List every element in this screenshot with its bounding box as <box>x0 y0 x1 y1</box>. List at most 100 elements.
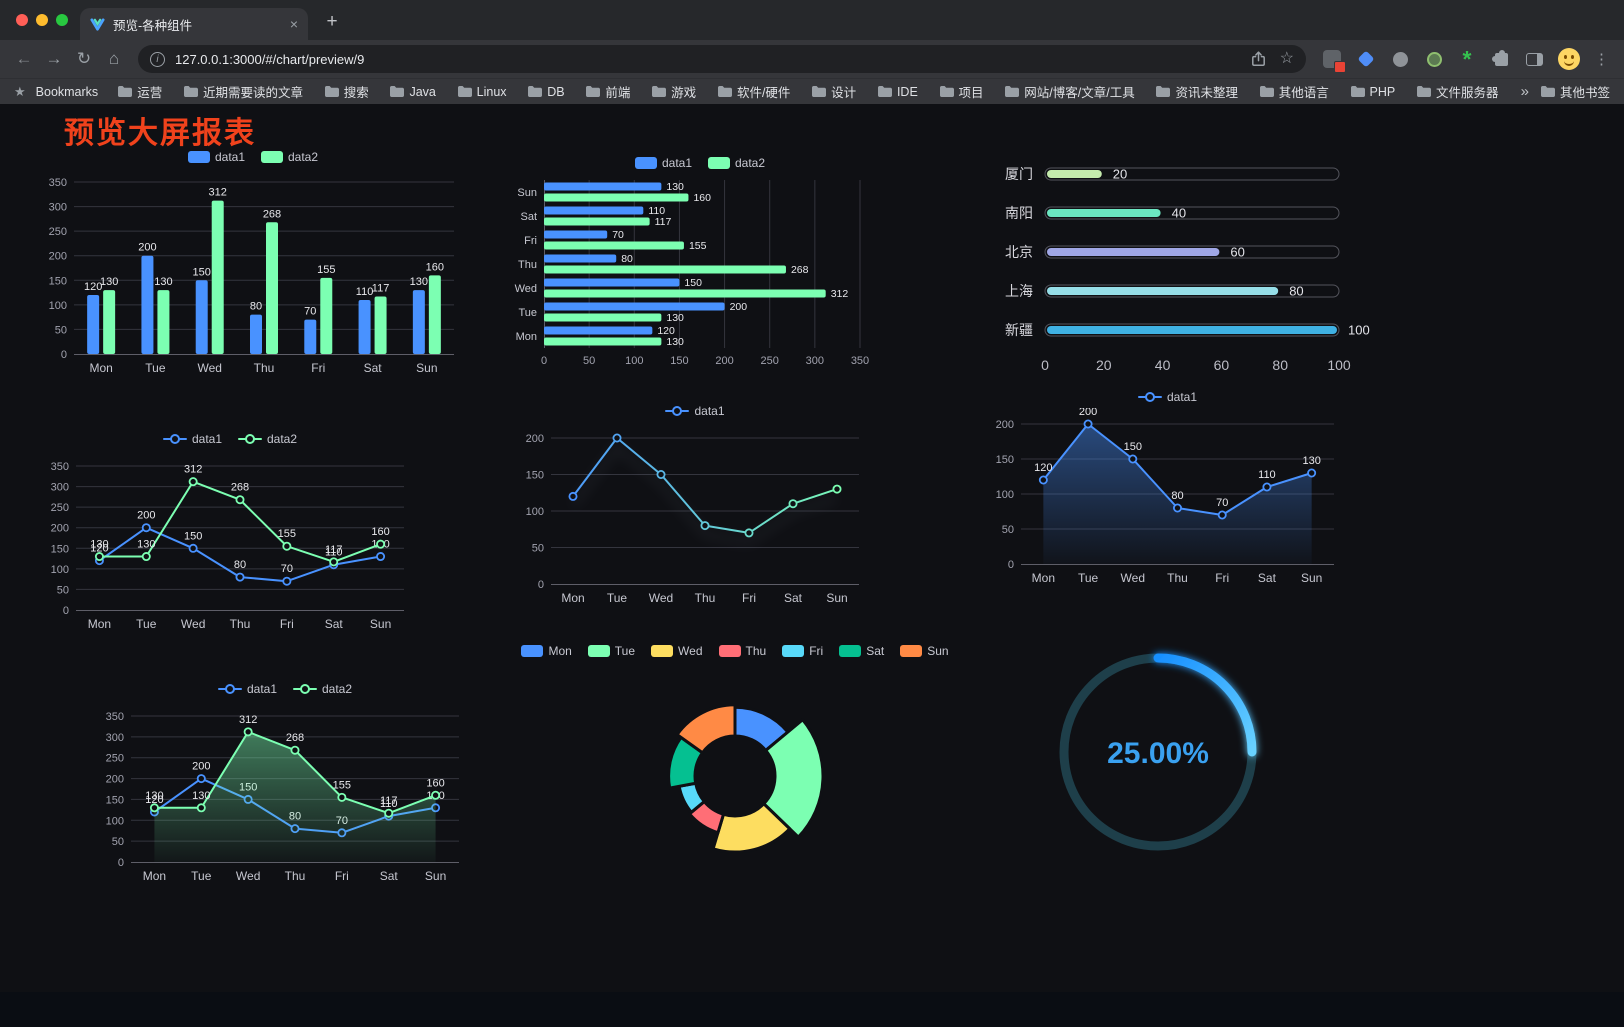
bookmarks-bar: ★ Bookmarks 运营 近期需要读的文章 搜索 Java Linux DB 前端 游戏 软… <box>0 78 1624 104</box>
chart-canvas: 0 50 100 150 200 250 300 350 Mon Tue Wed Thu Fri Sat S… <box>49 177 454 375</box>
legend-item-data1[interactable]: data1 <box>634 156 692 170</box>
chart-text: 250 <box>49 226 67 238</box>
chart-gradient-line: data1 0 50 100 150 200 Mon Tue Wed Thu Fri Sat Sun <box>515 400 875 612</box>
bookmark-folder[interactable]: 资讯未整理 <box>1156 82 1238 101</box>
point-marker <box>235 572 245 582</box>
home-button[interactable]: ⌂ <box>108 49 120 68</box>
extension-circle2-icon[interactable] <box>1424 49 1444 69</box>
legend-item-data2[interactable]: data2 <box>261 150 318 164</box>
forward-button[interactable]: → <box>45 49 63 68</box>
bookmark-folder[interactable]: 其他语言 <box>1259 82 1329 101</box>
legend-item-Mon[interactable]: Mon <box>521 644 572 658</box>
legend-item-data1[interactable]: data1 <box>162 432 222 446</box>
legend-item-data1[interactable]: data1 <box>217 682 277 696</box>
value-label: 150 <box>684 277 702 289</box>
value-label: 130 <box>145 790 163 802</box>
value-label: 312 <box>184 464 202 476</box>
bar <box>544 302 725 311</box>
bookmark-folder[interactable]: Java <box>390 85 436 99</box>
bookmark-folder[interactable]: 网站/博客/文章/工具 <box>1005 82 1135 101</box>
chart-text: 0 <box>538 579 544 591</box>
reload-button[interactable]: ↻ <box>76 49 92 68</box>
value-label: 200 <box>730 301 748 313</box>
bookmarks-overflow-chevron[interactable]: » <box>1520 83 1529 100</box>
chart-text: 200 <box>715 355 733 367</box>
series-data2: 130 130 312 268 155 117 160 <box>100 187 444 354</box>
browser-menu-icon[interactable]: ⋮ <box>1594 51 1609 68</box>
series-data1: 120 200 150 80 70 110 130 <box>1034 408 1321 564</box>
legend-item-data2[interactable]: data2 <box>293 682 352 696</box>
value-label: 312 <box>239 714 257 726</box>
legend-item-Thu[interactable]: Thu <box>718 644 766 658</box>
other-bookmarks[interactable]: 其他书签 <box>1540 82 1610 101</box>
legend-item-Wed[interactable]: Wed <box>651 644 703 658</box>
extension-star-icon[interactable]: * <box>1462 46 1472 72</box>
legend-item-data1[interactable]: data1 <box>187 150 245 164</box>
tab-close-icon[interactable]: × <box>289 16 298 32</box>
bar <box>250 314 262 354</box>
legend-item-data2[interactable]: data2 <box>238 432 297 446</box>
bar <box>103 290 116 354</box>
share-icon[interactable] <box>1251 51 1266 67</box>
value-label: 200 <box>192 761 210 773</box>
bookmark-folder[interactable]: PHP <box>1350 85 1395 99</box>
maximize-window-button[interactable] <box>56 14 68 26</box>
bookmark-folder[interactable]: 设计 <box>812 82 856 101</box>
extensions-puzzle-icon[interactable] <box>1490 49 1510 69</box>
series-data1: 120 200 150 80 70 110 130 <box>90 510 390 586</box>
legend-item-data2[interactable]: data2 <box>708 156 765 170</box>
value-label: 130 <box>666 181 684 193</box>
bookmark-label: IDE <box>896 84 918 99</box>
value-label: 70 <box>1216 497 1228 509</box>
chart-text: 200 <box>51 523 69 535</box>
profile-avatar[interactable] <box>1558 48 1580 70</box>
close-window-button[interactable] <box>16 14 28 26</box>
bookmarks-star-icon[interactable]: ★ <box>14 84 26 99</box>
bookmark-label: 其他语言 <box>1278 86 1329 100</box>
bookmark-folder[interactable]: 软件/硬件 <box>717 82 790 101</box>
axis-tick-label: 80 <box>1272 357 1288 373</box>
bookmark-folder[interactable]: 前端 <box>586 82 630 101</box>
puzzle-shape <box>1492 49 1508 66</box>
point-marker <box>94 552 104 562</box>
bookmark-folder[interactable]: IDE <box>877 84 918 99</box>
bookmark-folder[interactable]: Linux <box>457 85 507 99</box>
legend-item-Tue[interactable]: Tue <box>587 644 635 658</box>
site-info-icon[interactable]: i <box>150 51 165 67</box>
legend-item-Sun[interactable]: Sun <box>900 644 949 658</box>
extension-gem-icon[interactable] <box>1356 49 1376 69</box>
legend-label: data1 <box>246 682 277 696</box>
minimize-window-button[interactable] <box>36 14 48 26</box>
address-bar[interactable]: i 127.0.0.1:3000/#/chart/preview/9 ☆ <box>138 45 1306 73</box>
bar <box>87 295 100 354</box>
pie-sector-Sun[interactable] <box>675 703 737 755</box>
legend-item-data1[interactable]: data1 <box>665 404 725 418</box>
legend-item-Fri[interactable]: Fri <box>782 644 823 658</box>
point-marker <box>188 477 198 487</box>
back-button[interactable]: ← <box>15 49 33 68</box>
value-label: 200 <box>138 242 156 254</box>
bookmark-folder[interactable]: 游戏 <box>652 82 696 101</box>
folder-icon <box>118 86 133 97</box>
browser-tab[interactable]: 预览-各种组件 × <box>80 8 308 40</box>
bookmark-folder[interactable]: 运营 <box>118 82 162 101</box>
extension-circle-icon[interactable] <box>1390 49 1410 69</box>
sidebar-toggle-icon[interactable] <box>1524 49 1544 69</box>
pie-sector-Tue[interactable] <box>762 718 825 839</box>
bookmarks-label[interactable]: Bookmarks <box>35 84 99 99</box>
bookmark-folder[interactable]: 近期需要读的文章 <box>183 82 303 101</box>
bookmark-folder[interactable]: 文件服务器 <box>1416 82 1498 101</box>
bookmark-folder[interactable]: 搜索 <box>324 82 369 101</box>
new-tab-button[interactable]: + <box>326 11 338 32</box>
bookmark-star-icon[interactable]: ☆ <box>1279 50 1294 67</box>
pie-sector-Wed[interactable] <box>711 802 792 854</box>
point-marker <box>384 808 394 818</box>
chart-two-lines: data1 data2 0 50 100 150 200 250 300 350 Mon Tue Wed… <box>40 428 420 638</box>
bookmark-folder[interactable]: 项目 <box>939 82 984 101</box>
bookmark-folder[interactable]: DB <box>528 85 565 99</box>
legend-item-data1[interactable]: data1 <box>1137 390 1197 404</box>
extension-grid-icon[interactable] <box>1322 49 1346 73</box>
chart-text: 300 <box>806 355 824 367</box>
legend-item-Sat[interactable]: Sat <box>839 644 884 658</box>
